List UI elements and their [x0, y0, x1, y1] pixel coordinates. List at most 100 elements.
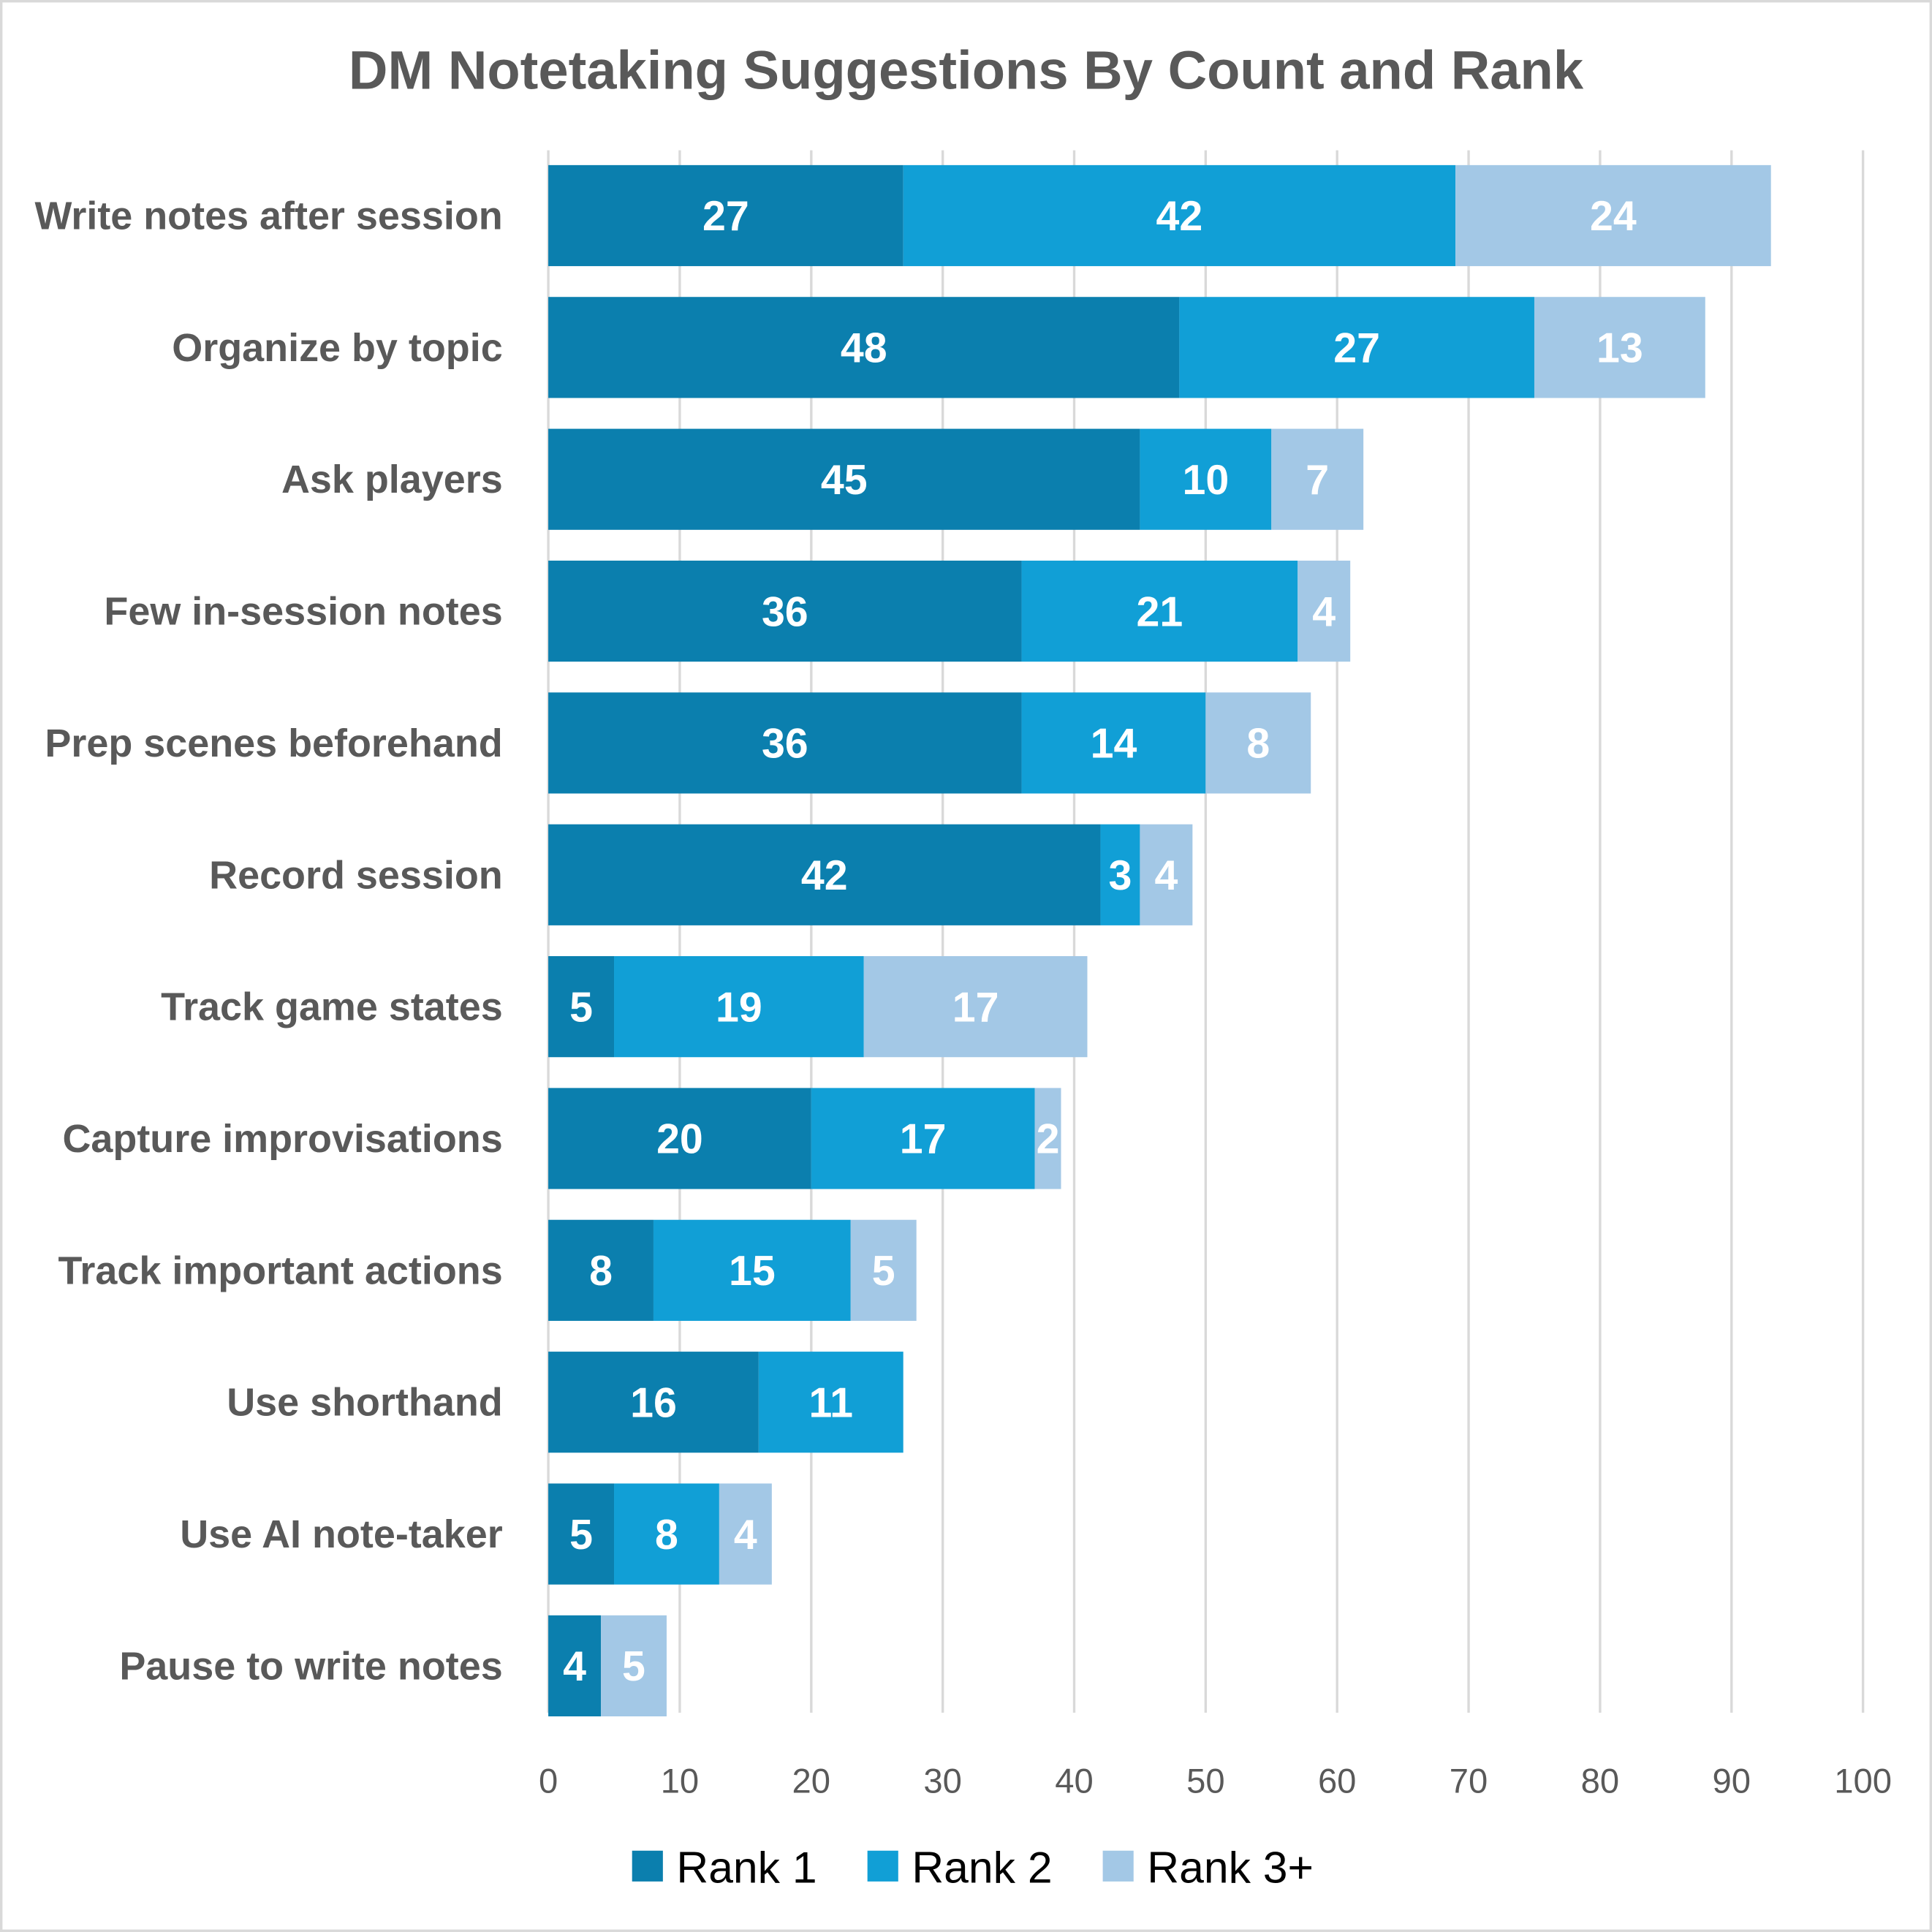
data-label: 4 [734, 1512, 757, 1558]
legend-label: Rank 3+ [1147, 1843, 1314, 1893]
data-label: 42 [1156, 193, 1203, 240]
bar-segment-rank-1 [548, 1088, 811, 1189]
category-label: Organize by topic [172, 326, 502, 370]
data-label: 17 [952, 984, 999, 1031]
x-tick-label: 90 [1713, 1762, 1751, 1801]
data-label: 8 [1246, 721, 1270, 768]
bar-segment-rank-3- [1205, 692, 1311, 794]
data-label: 15 [729, 1248, 776, 1295]
chart-title: DM Notetaking Suggestions By Count and R… [349, 39, 1584, 100]
bar-segment-rank-1 [548, 560, 1022, 662]
data-label: 3 [1109, 852, 1132, 899]
data-label: 16 [630, 1379, 677, 1426]
data-label: 17 [900, 1116, 947, 1163]
data-label: 24 [1590, 193, 1637, 240]
bar-segment-rank-1 [548, 692, 1022, 794]
bar-segment-rank-3- [1455, 164, 1771, 267]
category-label: Write notes after session [34, 194, 502, 238]
bar-segment-rank-1 [548, 428, 1140, 530]
data-label: 19 [716, 984, 762, 1031]
bar-segment-rank-1 [548, 297, 1180, 398]
bar-segment-rank-3- [1034, 1088, 1061, 1189]
category-label: Record session [209, 853, 503, 897]
bar-segment-rank-2 [903, 164, 1456, 267]
bar-segment-rank-2 [758, 1352, 904, 1453]
data-label: 5 [569, 984, 593, 1031]
data-label: 7 [1306, 457, 1329, 504]
x-tick-label: 30 [923, 1762, 962, 1801]
legend: Rank 1 Rank 2 Rank 3+ [632, 1843, 1314, 1893]
data-label: 2 [1037, 1116, 1060, 1163]
data-label: 27 [702, 193, 749, 240]
data-label: 20 [656, 1116, 703, 1163]
bar-segment-rank-2 [614, 956, 864, 1058]
bar-segment-rank-1 [548, 1352, 759, 1453]
category-label: Capture improvisations [62, 1117, 502, 1161]
legend-swatch [867, 1850, 898, 1882]
category-label: Track important actions [58, 1249, 502, 1292]
bar-segment-rank-3- [719, 1483, 772, 1585]
data-label: 4 [1154, 852, 1178, 899]
data-label: 14 [1091, 721, 1137, 768]
bar-segment-rank-3- [1534, 297, 1705, 398]
x-tick-label: 60 [1318, 1762, 1357, 1801]
data-label: 8 [589, 1248, 613, 1295]
data-label: 4 [1312, 588, 1336, 635]
data-label: 5 [872, 1248, 895, 1295]
category-label: Track game states [161, 985, 503, 1029]
bar-segment-rank-2 [1179, 297, 1534, 398]
data-label: 27 [1333, 325, 1380, 372]
bar-segment-rank-1 [548, 1615, 602, 1717]
bar-segment-rank-2 [614, 1483, 719, 1585]
data-label: 36 [762, 588, 808, 635]
legend-swatch [1102, 1850, 1134, 1882]
data-label: 11 [808, 1379, 853, 1426]
data-label: 13 [1596, 325, 1643, 372]
bar-segment-rank-2 [1021, 692, 1206, 794]
x-tick-label: 0 [539, 1762, 558, 1801]
bar-segment-rank-1 [548, 1219, 654, 1321]
bar-segment-rank-2 [1100, 824, 1140, 925]
bar-segment-rank-2 [653, 1219, 851, 1321]
category-label: Pause to write notes [119, 1644, 502, 1688]
bar-segment-rank-1 [548, 1483, 615, 1585]
legend-label: Rank 2 [912, 1843, 1052, 1893]
legend-label: Rank 1 [676, 1843, 817, 1893]
x-tick-label: 100 [1834, 1762, 1892, 1801]
data-label: 8 [655, 1512, 678, 1558]
bar-segment-rank-3- [601, 1615, 667, 1717]
x-tick-label: 40 [1055, 1762, 1094, 1801]
bar-segment-rank-2 [1140, 428, 1272, 530]
bar-segment-rank-3- [850, 1219, 917, 1321]
bar-segment-rank-3- [863, 956, 1088, 1058]
bar-segment-rank-3- [1298, 560, 1351, 662]
data-label: 48 [841, 325, 887, 372]
legend-swatch [632, 1850, 663, 1882]
bar-segment-rank-1 [548, 824, 1101, 925]
data-label: 5 [569, 1512, 593, 1558]
bar-segment-rank-1 [548, 164, 904, 267]
data-label: 21 [1137, 588, 1183, 635]
x-tick-label: 70 [1450, 1762, 1488, 1801]
category-label: Few in-session notes [104, 590, 502, 634]
bar-segment-rank-3- [1140, 824, 1193, 925]
data-label: 4 [563, 1643, 586, 1690]
data-label: 10 [1182, 457, 1229, 504]
x-tick-label: 20 [792, 1762, 831, 1801]
data-label: 5 [622, 1643, 645, 1690]
x-tick-label: 10 [661, 1762, 700, 1801]
data-label: 36 [762, 721, 808, 768]
x-tick-label: 50 [1186, 1762, 1225, 1801]
data-label: 42 [801, 852, 848, 899]
x-tick-label: 80 [1581, 1762, 1620, 1801]
data-label: 45 [821, 457, 868, 504]
x-axis-ticks: 0 10 20 30 40 50 60 70 80 90 100 [539, 1762, 1892, 1801]
bar-segment-rank-1 [548, 956, 615, 1058]
category-label: Use shorthand [227, 1381, 503, 1425]
category-label: Ask players [281, 458, 503, 501]
bar-segment-rank-3- [1271, 428, 1364, 530]
category-label: Prep scenes beforehand [45, 721, 502, 765]
bar-segment-rank-2 [811, 1088, 1035, 1189]
